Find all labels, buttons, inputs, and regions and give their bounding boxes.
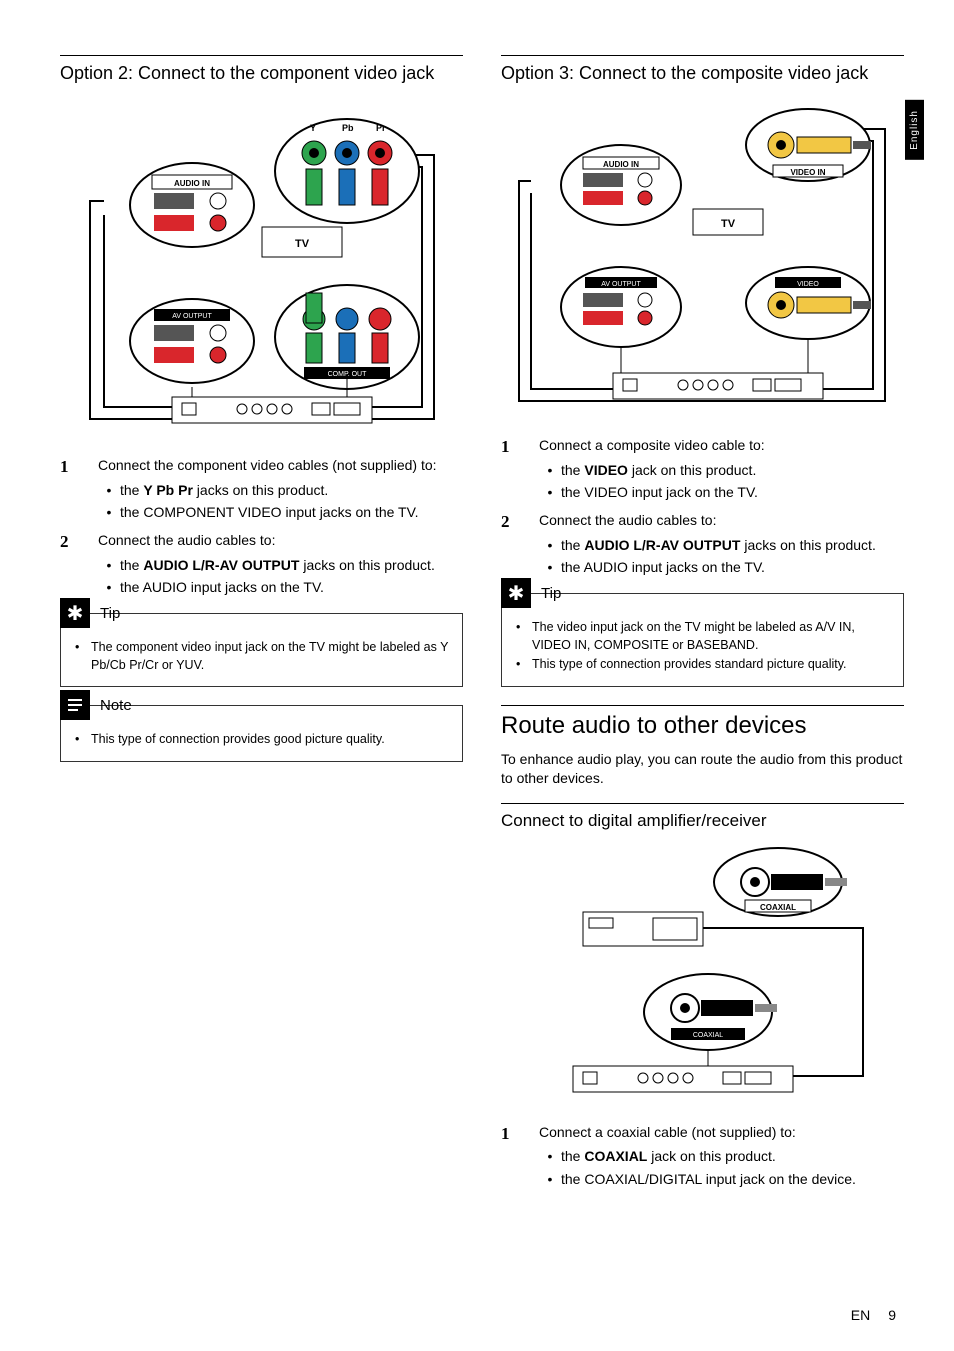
step-text: Connect a coaxial cable (not supplied) t… [539,1124,796,1140]
bullet: the AUDIO input jacks on the TV. [98,577,463,597]
step: 1 Connect a composite video cable to: th… [501,435,904,504]
step: 1 Connect a coaxial cable (not supplied)… [501,1122,904,1191]
language-tab: English [905,100,924,160]
step: 2 Connect the audio cables to: the AUDIO… [60,530,463,599]
route-sub: Connect to digital amplifier/receiver [501,810,904,832]
footer-lang: EN [851,1307,870,1323]
bullet: the VIDEO input jack on the TV. [539,482,904,502]
page-columns: Option 2: Connect to the component video… [60,55,904,1205]
video-label: VIDEO [797,281,819,288]
avout-label: AV OUTPUT [172,313,212,320]
coaxial-diagram: COAXIAL COAXIAL [533,844,873,1104]
option2-steps: 1 Connect the component video cables (no… [60,455,463,599]
page-footer: EN 9 [851,1307,896,1323]
note-box: Note This type of connection provides go… [60,705,463,762]
bullet: the AUDIO input jacks on the TV. [539,557,904,577]
option3-heading: Option 3: Connect to the composite video… [501,62,904,85]
tip-label: Tip [100,605,120,622]
coax-label: COAXIAL [760,903,796,912]
compout-label: COMP. OUT [327,371,366,378]
bullet: the VIDEO jack on this product. [539,460,904,480]
videoin-label: VIDEO IN [790,168,825,177]
rule [60,55,463,56]
note-label: Note [100,697,132,714]
composite-diagram: TV AUDIO IN VIDEO IN AV OUTPUT VIDEO [513,97,893,417]
tip-icon: ✱ [60,598,90,628]
step-number: 1 [501,1122,539,1191]
avout-label: AV OUTPUT [601,281,641,288]
tv-label: TV [720,218,735,230]
bullet: the AUDIO L/R-AV OUTPUT jacks on this pr… [539,535,904,555]
route-intro: To enhance audio play, you can route the… [501,750,904,789]
step-number: 1 [501,435,539,504]
bullet: the AUDIO L/R-AV OUTPUT jacks on this pr… [98,555,463,575]
pr-label: Pr [376,123,386,133]
tip-item: This type of connection provides standar… [516,656,891,674]
step-number: 2 [60,530,98,599]
bullet: the COAXIAL/DIGITAL input jack on the de… [539,1169,904,1189]
footer-page: 9 [888,1307,896,1323]
tip-box: ✱ Tip The video input jack on the TV mig… [501,593,904,687]
step-text: Connect the audio cables to: [539,512,716,528]
left-column: Option 2: Connect to the component video… [60,55,463,1205]
option2-heading: Option 2: Connect to the component video… [60,62,463,85]
component-diagram: TV AUDIO IN Y Pb Pr AV OUTPUT [82,97,442,437]
y-label: Y [310,123,316,133]
step-number: 1 [60,455,98,524]
route-steps: 1 Connect a coaxial cable (not supplied)… [501,1122,904,1191]
tv-label: TV [294,238,309,250]
tip-icon: ✱ [501,578,531,608]
option3-steps: 1 Connect a composite video cable to: th… [501,435,904,579]
bullet: the COMPONENT VIDEO input jacks on the T… [98,502,463,522]
right-column: Option 3: Connect to the composite video… [501,55,904,1205]
step: 1 Connect the component video cables (no… [60,455,463,524]
bullet: the COAXIAL jack on this product. [539,1146,904,1166]
bullet: the Y Pb Pr jacks on this product. [98,480,463,500]
step-text: Connect a composite video cable to: [539,437,765,453]
rule [501,55,904,56]
tip-item: The video input jack on the TV might be … [516,619,891,654]
tip-item: The component video input jack on the TV… [75,639,450,674]
tip-box: ✱ Tip The component video input jack on … [60,613,463,687]
audio-in-label: AUDIO IN [174,179,210,188]
step-text: Connect the audio cables to: [98,532,275,548]
step: 2 Connect the audio cables to: the AUDIO… [501,510,904,579]
note-icon [60,690,90,720]
rule [501,705,904,706]
step-number: 2 [501,510,539,579]
tip-label: Tip [541,585,561,602]
rule [501,803,904,804]
route-heading: Route audio to other devices [501,712,904,740]
coax-label2: COAXIAL [692,1032,722,1039]
step-text: Connect the component video cables (not … [98,457,437,473]
note-item: This type of connection provides good pi… [75,731,450,749]
pb-label: Pb [342,123,354,133]
audioin-label: AUDIO IN [603,160,639,169]
